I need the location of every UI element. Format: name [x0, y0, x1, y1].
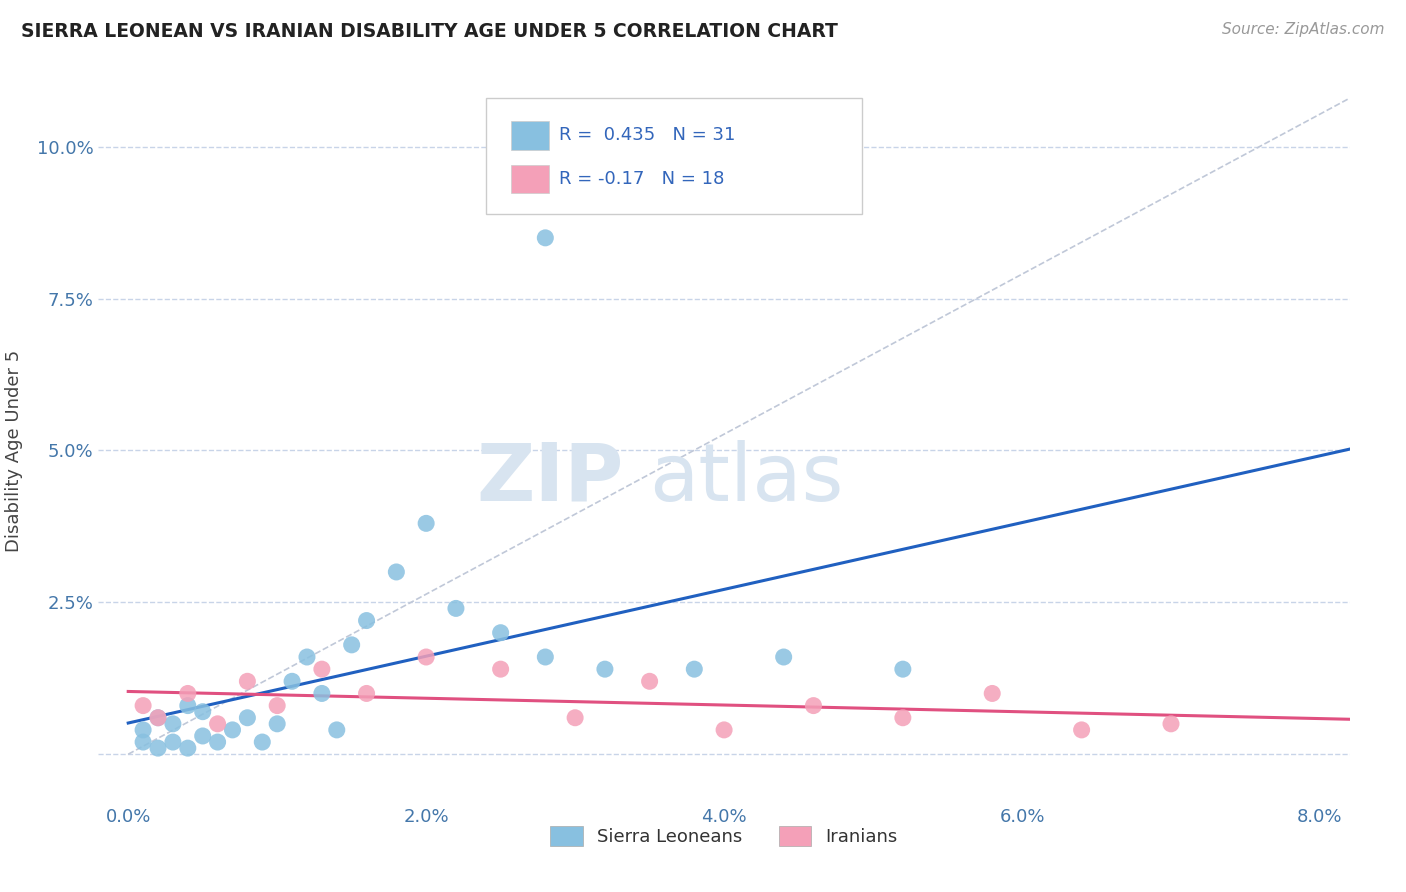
- Point: [891, 662, 914, 676]
- Text: SIERRA LEONEAN VS IRANIAN DISABILITY AGE UNDER 5 CORRELATION CHART: SIERRA LEONEAN VS IRANIAN DISABILITY AGE…: [21, 22, 838, 41]
- Point: [252, 735, 274, 749]
- Point: [534, 650, 557, 665]
- Point: [177, 686, 200, 700]
- Point: [356, 686, 378, 700]
- Point: [1070, 723, 1092, 737]
- Point: [207, 716, 229, 731]
- Point: [444, 601, 467, 615]
- Point: [803, 698, 825, 713]
- Point: [191, 705, 214, 719]
- Point: [162, 716, 184, 731]
- FancyBboxPatch shape: [512, 121, 548, 150]
- Point: [489, 662, 512, 676]
- Point: [236, 674, 259, 689]
- Text: R =  0.435   N = 31: R = 0.435 N = 31: [560, 127, 735, 145]
- Point: [638, 674, 661, 689]
- Text: R = -0.17   N = 18: R = -0.17 N = 18: [560, 170, 724, 188]
- Point: [415, 650, 437, 665]
- Text: atlas: atlas: [650, 440, 844, 517]
- Point: [981, 686, 1004, 700]
- Point: [132, 698, 155, 713]
- Point: [311, 686, 333, 700]
- Point: [146, 711, 169, 725]
- Legend: Sierra Leoneans, Iranians: Sierra Leoneans, Iranians: [543, 818, 905, 854]
- Point: [683, 662, 706, 676]
- Point: [340, 638, 363, 652]
- Point: [534, 231, 557, 245]
- Point: [489, 625, 512, 640]
- Point: [891, 711, 914, 725]
- FancyBboxPatch shape: [512, 165, 548, 194]
- Point: [266, 698, 288, 713]
- Point: [564, 711, 586, 725]
- Point: [207, 735, 229, 749]
- Y-axis label: Disability Age Under 5: Disability Age Under 5: [4, 350, 22, 551]
- Point: [311, 662, 333, 676]
- Point: [132, 735, 155, 749]
- Point: [356, 614, 378, 628]
- Point: [385, 565, 408, 579]
- Point: [146, 741, 169, 756]
- Point: [415, 516, 437, 531]
- Point: [772, 650, 794, 665]
- Point: [162, 735, 184, 749]
- Point: [593, 662, 616, 676]
- Point: [295, 650, 318, 665]
- Point: [177, 741, 200, 756]
- Text: Source: ZipAtlas.com: Source: ZipAtlas.com: [1222, 22, 1385, 37]
- Point: [132, 723, 155, 737]
- Point: [713, 723, 735, 737]
- Point: [221, 723, 243, 737]
- Point: [236, 711, 259, 725]
- Point: [1160, 716, 1182, 731]
- Point: [281, 674, 304, 689]
- Point: [146, 711, 169, 725]
- Text: ZIP: ZIP: [477, 440, 624, 517]
- Point: [266, 716, 288, 731]
- FancyBboxPatch shape: [486, 98, 862, 214]
- Point: [191, 729, 214, 743]
- Point: [326, 723, 349, 737]
- Point: [177, 698, 200, 713]
